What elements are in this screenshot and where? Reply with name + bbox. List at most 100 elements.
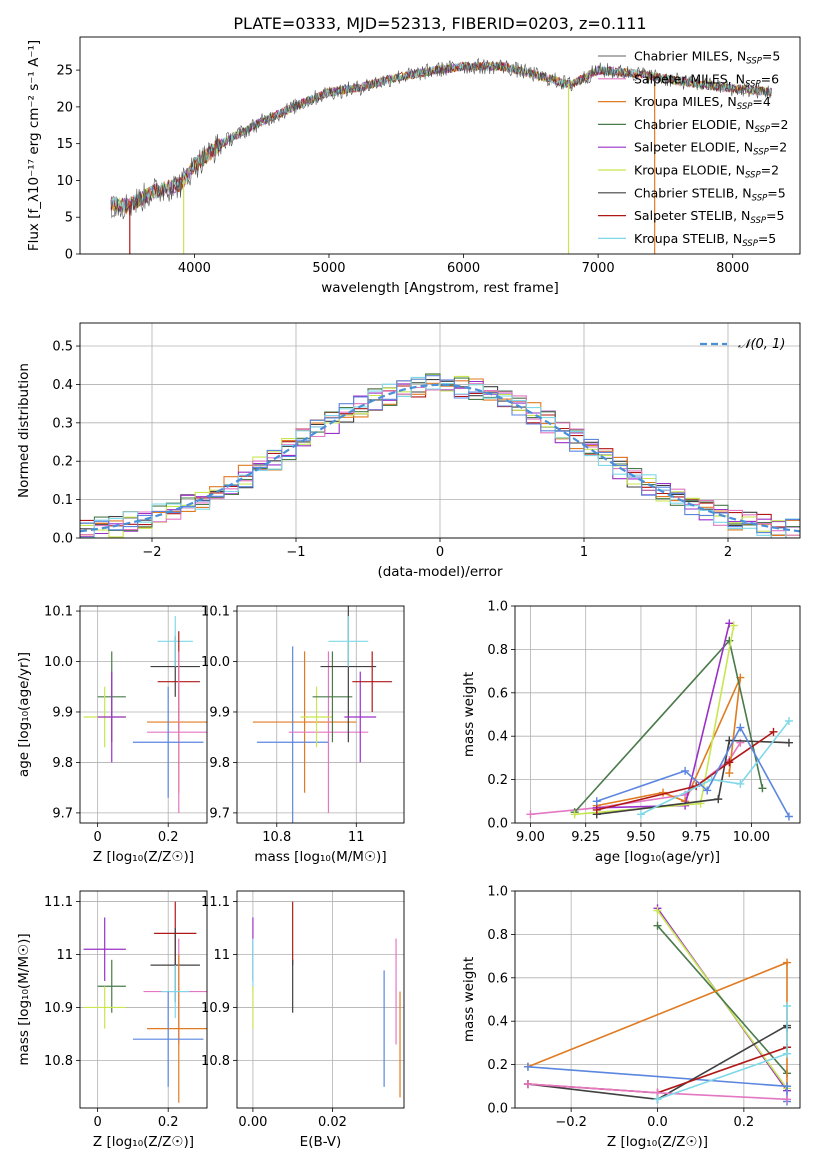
x-tick-label: 9.75 <box>682 830 711 845</box>
x-tick-label: 6000 <box>447 261 480 276</box>
weight-marker <box>653 1095 662 1104</box>
weight-line <box>640 720 790 816</box>
x-axis-label: Z [log₁₀(Z/Z☉)] <box>607 1134 708 1150</box>
axes-frame <box>79 322 801 539</box>
x-axis-label: mass [log₁₀(M/M☉)] <box>254 849 386 865</box>
x-tick-label: 0 <box>93 1115 101 1130</box>
y-tick-label: 9.9 <box>209 705 230 720</box>
y-tick-label: 0.6 <box>487 686 508 701</box>
x-axis-label: Z [log₁₀(Z/Z☉)] <box>93 1134 194 1150</box>
weight-marker <box>526 810 535 819</box>
y-tick-label: 0.0 <box>52 532 73 547</box>
axes-frame <box>514 605 801 824</box>
plot-area-mass_vs_ebv <box>252 901 401 1098</box>
legend-label: Kroupa STELIB, NSSP=5 <box>634 231 776 249</box>
plot-area-mass_vs_Z <box>83 901 207 1103</box>
y-tick-label: 11.1 <box>201 895 230 910</box>
y-axis-label: mass weight <box>461 672 477 757</box>
weight-marker <box>783 1095 792 1104</box>
x-axis-label: (data-model)/error <box>377 564 503 580</box>
y-tick-label: 9.8 <box>52 756 73 771</box>
y-axis-label: mass weight <box>461 957 477 1042</box>
x-axis-label: wavelength [Angstrom, rest frame] <box>321 280 559 296</box>
x-tick-label: 0.0 <box>647 1115 668 1130</box>
y-tick-label: 10.0 <box>44 655 73 670</box>
weight-line <box>656 925 788 1074</box>
weight-marker <box>725 769 734 778</box>
axes-weight_vs_age: 9.00 9.25 9.50 9.75 10.00 0.0 0.2 0.4 0.6 0.8 1.0 a… <box>461 600 801 865</box>
y-tick-label: 0.0 <box>487 1102 508 1117</box>
x-tick-label: 1 <box>580 545 588 560</box>
weight-marker <box>714 795 723 804</box>
y-tick-label: 1.0 <box>487 885 508 900</box>
plot-layer: 4000 5000 6000 7000 80000510152025wavelength… <box>16 36 801 1150</box>
normal-curve <box>80 383 800 533</box>
legend-label: Salpeter ELODIE, NSSP=2 <box>634 140 787 158</box>
x-tick-label: 0 <box>93 830 101 845</box>
y-tick-label: 10.9 <box>44 1001 73 1016</box>
weight-marker <box>783 1002 792 1011</box>
weight-marker <box>725 619 734 628</box>
x-tick-label: −2 <box>142 545 161 560</box>
y-tick-label: 0.8 <box>487 928 508 943</box>
x-tick-label: 10.8 <box>262 830 291 845</box>
x-tick-label: 0.2 <box>158 830 179 845</box>
plot-area-weight_vs_age <box>526 619 793 821</box>
axes-frame <box>79 890 208 1109</box>
legend-label: Kroupa MILES, NSSP=4 <box>634 94 771 112</box>
y-axis-label: age [log₁₀(age/yr)] <box>16 652 32 777</box>
legend-label: Salpeter STELIB, NSSP=5 <box>634 208 784 226</box>
y-tick-label: 0.0 <box>487 817 508 832</box>
plot-area-age_vs_mass <box>252 606 393 823</box>
x-tick-label: 10.00 <box>733 830 770 845</box>
axes-age_vs_mass: 10.8 11 9.7 9.8 9.9 10.0 10.1 mass [log₁₀(M/M☉)… <box>201 605 405 865</box>
weight-marker <box>653 921 662 930</box>
weight-marker <box>784 717 793 726</box>
legend-label: Chabrier ELODIE, NSSP=2 <box>634 117 789 135</box>
x-tick-label: 8000 <box>716 261 749 276</box>
y-tick-label: 10.1 <box>44 605 73 620</box>
y-tick-label: 10.9 <box>201 1001 230 1016</box>
weight-marker <box>784 812 793 821</box>
weight-marker <box>769 727 778 736</box>
y-tick-label: 11.1 <box>44 895 73 910</box>
weight-marker <box>783 1049 792 1058</box>
x-tick-label: 2 <box>724 545 732 560</box>
legend-label: 𝒩(0, 1) <box>738 337 785 352</box>
x-tick-label: 9.00 <box>516 830 545 845</box>
figure-title: PLATE=0333, MJD=52313, FIBERID=0203, z=0… <box>233 14 646 33</box>
axes-frame <box>236 890 405 1109</box>
y-tick-label: 1.0 <box>487 600 508 615</box>
x-tick-label: 0.00 <box>238 1115 267 1130</box>
spectrum-line-chabrier-stelib <box>110 57 772 220</box>
y-tick-label: 5 <box>65 211 73 226</box>
x-axis-label: E(B-V) <box>300 1134 342 1150</box>
x-tick-label: 0.2 <box>158 1115 179 1130</box>
histogram-extra <box>80 375 800 534</box>
y-axis-label: mass [log₁₀(M/M☉)] <box>16 933 32 1065</box>
weight-marker <box>725 758 734 767</box>
y-tick-label: 0.2 <box>52 455 73 470</box>
weight-marker <box>784 738 793 747</box>
weight-marker <box>783 958 792 967</box>
weight-marker <box>736 738 745 747</box>
weight-marker <box>725 636 734 645</box>
axes-frame <box>79 36 801 255</box>
y-tick-label: 0.1 <box>52 493 73 508</box>
x-tick-label: 11 <box>348 830 365 845</box>
axes-weight_vs_Z: −0.2 0.0 0.2 0.0 0.2 0.4 0.6 0.8 1.0 Z [log₁₀(Z/Z… <box>461 885 801 1150</box>
weight-marker <box>758 784 767 793</box>
axes-frame <box>236 605 405 824</box>
spectrum-line-kroupa-stelib <box>110 61 772 213</box>
plot-area-residuals <box>80 373 800 538</box>
y-tick-label: 0.5 <box>52 340 73 355</box>
histogram-kroupa-stelib <box>80 376 800 538</box>
x-tick-label: −1 <box>286 545 305 560</box>
y-tick-label: 0.6 <box>487 971 508 986</box>
weight-marker <box>592 797 601 806</box>
y-tick-label: 9.8 <box>209 756 230 771</box>
x-tick-label: 7000 <box>582 261 615 276</box>
weight-marker <box>570 810 579 819</box>
weight-marker <box>725 736 734 745</box>
y-tick-label: 0.3 <box>52 416 73 431</box>
